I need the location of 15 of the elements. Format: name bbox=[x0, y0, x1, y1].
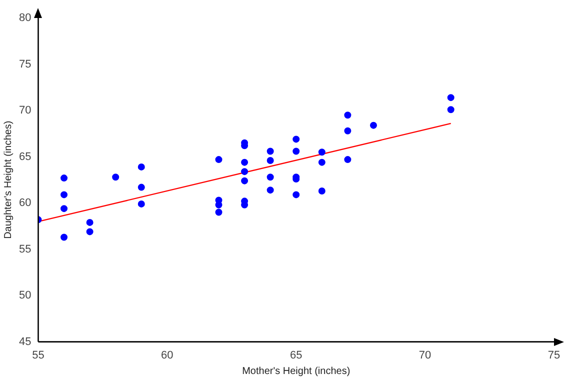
x-tick-label: 65 bbox=[290, 349, 302, 362]
y-axis-title: Daughter's Height (inches) bbox=[2, 120, 14, 239]
y-tick-label: 45 bbox=[18, 336, 32, 348]
y-tick-label: 75 bbox=[18, 58, 32, 70]
y-tick-label: 60 bbox=[18, 197, 32, 210]
y-tick-label: 80 bbox=[18, 12, 32, 24]
y-tick-label: 50 bbox=[18, 290, 32, 302]
x-tick-label: 70 bbox=[418, 349, 432, 362]
x-tick-label: 60 bbox=[161, 349, 174, 362]
x-tick-label: 75 bbox=[548, 349, 560, 362]
x-axis-title: Mother's Height (inches) bbox=[242, 366, 350, 377]
y-tick-label: 70 bbox=[18, 104, 32, 117]
y-tick-label: 65 bbox=[18, 150, 32, 163]
y-tick-label: 55 bbox=[18, 243, 32, 256]
x-tick-label: 55 bbox=[32, 349, 44, 362]
